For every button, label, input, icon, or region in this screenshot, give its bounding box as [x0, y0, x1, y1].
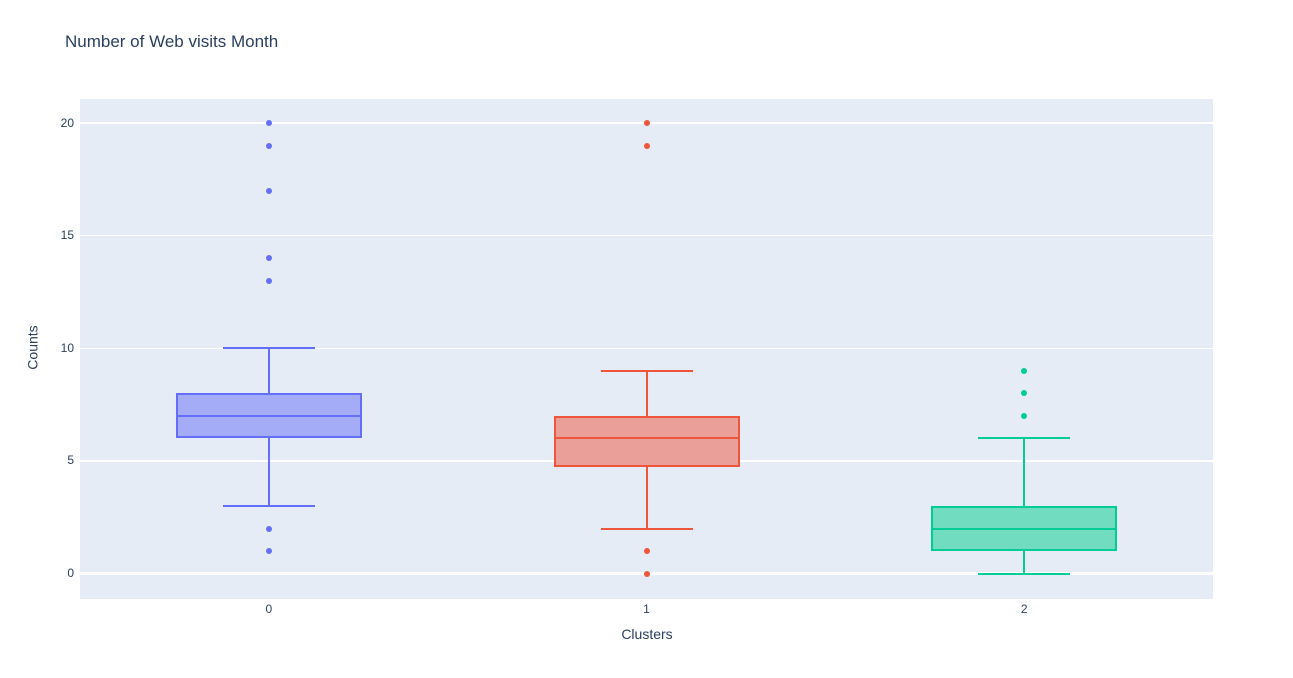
outlier-point-cluster-1-y0[interactable] [643, 570, 650, 577]
y-tick-label-0: 0 [67, 566, 74, 581]
whisker-low-cluster-1 [645, 466, 648, 529]
whisker-cap-low-cluster-1 [600, 527, 693, 530]
chart-title: Number of Web visits Month [65, 32, 279, 51]
y-tick-label-15: 15 [60, 228, 74, 243]
whisker-low-cluster-0 [267, 438, 270, 506]
whisker-high-cluster-0 [267, 348, 270, 394]
x-axis-title: Clusters [621, 626, 673, 642]
whisker-cap-low-cluster-2 [978, 572, 1071, 575]
outlier-point-cluster-0-y17[interactable] [265, 187, 272, 194]
whisker-cap-low-cluster-0 [222, 504, 315, 507]
outlier-point-cluster-2-y7[interactable] [1021, 412, 1028, 419]
outlier-point-cluster-2-y8[interactable] [1021, 390, 1028, 397]
whisker-low-cluster-2 [1023, 551, 1026, 574]
outlier-point-cluster-0-y1[interactable] [265, 548, 272, 555]
x-tick-label-2: 2 [1020, 602, 1028, 616]
x-tick-label-0: 0 [265, 602, 273, 616]
outlier-point-cluster-0-y20[interactable] [265, 120, 272, 127]
outlier-point-cluster-0-y19[interactable] [265, 142, 272, 149]
median-line-cluster-0 [175, 414, 362, 417]
plot-area[interactable] [80, 99, 1213, 599]
gridline-y-10 [80, 347, 1213, 350]
whisker-cap-high-cluster-2 [978, 437, 1071, 440]
box-cluster-1[interactable] [553, 415, 740, 467]
x-tick-label-1: 1 [643, 602, 650, 616]
outlier-point-cluster-2-y9[interactable] [1021, 367, 1028, 374]
y-tick-label-10: 10 [60, 340, 74, 355]
outlier-point-cluster-1-y1[interactable] [643, 548, 650, 555]
outlier-point-cluster-0-y2[interactable] [265, 525, 272, 532]
y-tick-label-20: 20 [60, 115, 74, 130]
outlier-point-cluster-1-y19[interactable] [643, 142, 650, 149]
gridline-y-15 [80, 234, 1213, 237]
y-tick-label-5: 5 [67, 453, 74, 468]
outlier-point-cluster-0-y13[interactable] [265, 277, 272, 284]
whisker-cap-high-cluster-1 [600, 369, 693, 372]
whisker-high-cluster-2 [1023, 438, 1026, 506]
outlier-point-cluster-1-y20[interactable] [643, 120, 650, 127]
y-axis-title: Counts [24, 325, 41, 370]
median-line-cluster-2 [931, 527, 1118, 530]
median-line-cluster-1 [553, 437, 740, 440]
outlier-point-cluster-0-y14[interactable] [265, 255, 272, 262]
whisker-high-cluster-1 [645, 370, 648, 416]
whisker-cap-high-cluster-0 [222, 347, 315, 350]
